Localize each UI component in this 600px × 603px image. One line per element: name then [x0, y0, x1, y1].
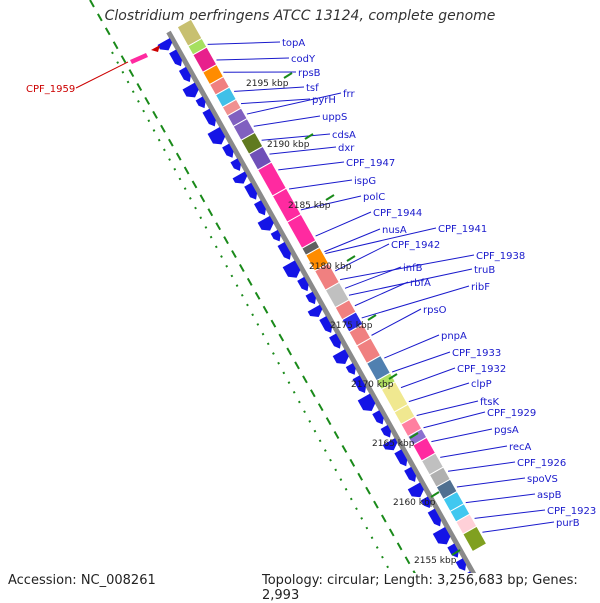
gene-label-trub: truB: [474, 265, 495, 276]
leader-line: [362, 286, 469, 318]
topology-info: Topology: circular; Length: 3,256,683 bp…: [262, 573, 600, 603]
leader-line: [440, 446, 507, 457]
cpf-1959-feature: [130, 53, 148, 64]
gene-label-cody: codY: [291, 54, 316, 65]
leader-line: [324, 229, 380, 252]
gene-label-ribf: ribF: [471, 282, 490, 293]
leader-line: [289, 180, 352, 189]
gene-label-spovs: spoVS: [527, 474, 558, 485]
gene-label-pgsa: pgsA: [494, 425, 519, 436]
gene-arrow: [158, 38, 173, 50]
gene-arrow: [308, 305, 323, 317]
leader-line: [448, 462, 515, 471]
kbp-label: 2190 kbp: [267, 140, 310, 150]
gene-label-cdsa: cdsA: [332, 130, 356, 141]
gene-label-purb: purB: [556, 518, 580, 529]
gene-label-infb: infB: [403, 263, 423, 274]
leader-line: [482, 522, 554, 532]
highlight-label: CPF_1959: [26, 84, 75, 95]
leader-line: [384, 335, 439, 358]
leader-line: [431, 429, 492, 442]
gene-label-upps: uppS: [322, 112, 347, 123]
gene-label-cpf_1929: CPF_1929: [487, 408, 536, 419]
gene-label-rpso: rpsO: [423, 305, 447, 316]
gene-label-tsf: tsf: [306, 83, 319, 94]
leader-line: [254, 116, 320, 126]
gene-arrow: [233, 171, 248, 183]
leader-line: [392, 352, 450, 372]
accession: Accession: NC_008261: [8, 573, 156, 588]
kbp-label: 2180 kbp: [309, 262, 352, 272]
gene-label-rpsb: rpsB: [298, 68, 321, 79]
gene-label-cpf_1926: CPF_1926: [517, 458, 566, 469]
highlight-leader: [76, 62, 128, 88]
gene-label-aspb: aspB: [537, 490, 562, 501]
gene-label-cpf_1933: CPF_1933: [452, 348, 501, 359]
gene-label-cpf_1938: CPF_1938: [476, 251, 525, 262]
leader-line: [355, 282, 408, 306]
kbp-label: 2175 kbp: [330, 321, 373, 331]
gene-label-cpf_1941: CPF_1941: [438, 224, 487, 235]
gene-label-polc: polC: [363, 192, 385, 203]
leader-line: [475, 510, 545, 518]
leader-line: [316, 212, 371, 236]
leader-line: [241, 99, 310, 104]
gene-label-cpf_1944: CPF_1944: [373, 208, 422, 219]
leader-line: [466, 494, 535, 503]
leader-line: [424, 412, 485, 428]
leader-line: [417, 401, 478, 416]
gene-label-ftsk: ftsK: [480, 397, 499, 408]
gene-label-topa: topA: [282, 38, 305, 49]
leader-line: [401, 368, 455, 388]
gene-label-rbfa: rbfA: [410, 278, 431, 289]
leader-line: [278, 162, 344, 170]
genome-tracks: [90, 0, 492, 600]
kbp-label: 2185 kbp: [288, 201, 331, 211]
leader-line: [216, 58, 289, 60]
kbp-label: 2160 kbp: [393, 498, 436, 508]
kbp-tick: [284, 73, 292, 78]
gene-label-cpf_1947: CPF_1947: [346, 158, 395, 169]
gene-label-clpp: clpP: [471, 379, 492, 390]
gene-label-dxr: dxr: [338, 143, 355, 154]
kbp-label: 2170 kbp: [351, 380, 394, 390]
kbp-label: 2165 kbp: [372, 439, 415, 449]
kbp-label: 2195 kbp: [246, 79, 289, 89]
gene-label-frr: frr: [343, 89, 355, 100]
gene-label-pnpa: pnpA: [441, 331, 467, 342]
leader-line: [409, 383, 469, 402]
kbp-tick: [431, 492, 439, 497]
cpf-1959-arrow: [151, 45, 160, 52]
gene-label-cpf_1942: CPF_1942: [391, 240, 440, 251]
gene-label-cpf_1923: CPF_1923: [547, 506, 596, 517]
leader-line: [457, 478, 525, 487]
gene-label-cpf_1932: CPF_1932: [457, 364, 506, 375]
leader-line: [208, 42, 280, 44]
kbp-tick: [347, 256, 355, 261]
gene-label-reca: recA: [509, 442, 532, 453]
gene-label-pyrh: pyrH: [312, 95, 336, 106]
kbp-label: 2155 kbp: [414, 556, 457, 566]
kbp-tick: [326, 195, 334, 200]
gene-label-nusa: nusA: [382, 225, 407, 236]
gene-label-ispg: ispG: [354, 176, 376, 187]
